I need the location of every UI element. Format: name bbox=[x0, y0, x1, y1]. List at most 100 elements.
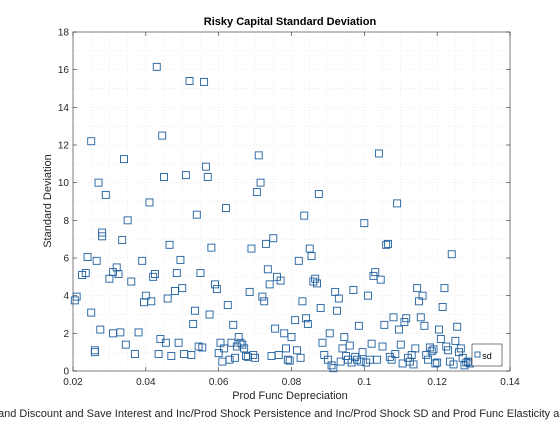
data-point bbox=[87, 308, 96, 317]
data-point bbox=[325, 329, 334, 338]
data-point bbox=[413, 284, 422, 293]
data-point bbox=[229, 320, 238, 329]
data-point bbox=[285, 356, 294, 365]
data-point bbox=[282, 344, 290, 353]
data-point bbox=[294, 256, 303, 265]
data-point bbox=[174, 338, 183, 347]
data-point bbox=[416, 313, 425, 322]
data-point bbox=[212, 285, 221, 294]
data-point bbox=[251, 353, 260, 362]
data-point bbox=[313, 279, 321, 288]
data-point bbox=[360, 219, 369, 228]
data-point bbox=[409, 360, 418, 369]
data-point bbox=[300, 211, 309, 220]
y-tick-label: 14 bbox=[58, 103, 70, 114]
data-point bbox=[116, 328, 125, 337]
data-point bbox=[187, 351, 196, 359]
data-point bbox=[225, 355, 234, 364]
y-tick-label: 10 bbox=[58, 178, 70, 189]
data-point bbox=[394, 325, 403, 334]
y-tick-label: 18 bbox=[58, 28, 70, 39]
data-point bbox=[256, 178, 265, 187]
data-point bbox=[438, 303, 447, 311]
data-point bbox=[376, 275, 385, 284]
data-point bbox=[333, 306, 341, 315]
data-point bbox=[464, 357, 473, 366]
data-point bbox=[240, 344, 249, 353]
data-point bbox=[165, 240, 174, 249]
data-point bbox=[307, 252, 316, 261]
data-point bbox=[221, 204, 230, 213]
bottom-caption: and Discount and Save Interest and Inc/P… bbox=[0, 408, 560, 420]
data-point bbox=[196, 269, 205, 278]
data-point bbox=[121, 340, 130, 349]
y-axis-label: Standard Deviation bbox=[42, 154, 54, 248]
y-tick-label: 2 bbox=[63, 329, 69, 340]
data-point bbox=[435, 325, 443, 334]
y-tick-label: 12 bbox=[58, 141, 70, 152]
data-point bbox=[385, 352, 394, 361]
data-point bbox=[418, 291, 427, 300]
x-tick-label: 0.06 bbox=[209, 377, 229, 388]
x-tick-label: 0.08 bbox=[282, 377, 302, 388]
data-point bbox=[118, 236, 127, 245]
data-point bbox=[334, 294, 343, 303]
y-tick-label: 8 bbox=[63, 216, 69, 227]
data-point bbox=[340, 333, 349, 342]
data-point bbox=[87, 137, 96, 146]
data-points bbox=[70, 62, 474, 373]
data-point bbox=[163, 294, 172, 303]
data-point bbox=[283, 355, 292, 364]
data-point bbox=[150, 270, 159, 278]
data-point bbox=[72, 292, 81, 301]
chart-title: Risky Capital Standard Deviation bbox=[204, 16, 377, 28]
data-point bbox=[447, 250, 456, 259]
data-point bbox=[134, 328, 143, 337]
data-point bbox=[94, 178, 103, 187]
data-point bbox=[123, 216, 132, 225]
data-point bbox=[349, 286, 358, 294]
data-point bbox=[384, 239, 392, 248]
data-point bbox=[429, 345, 438, 354]
data-point bbox=[367, 339, 376, 348]
legend-marker bbox=[474, 351, 481, 358]
data-point bbox=[181, 171, 190, 180]
data-point bbox=[167, 351, 176, 360]
data-point bbox=[316, 303, 325, 312]
data-point bbox=[92, 256, 101, 265]
data-point bbox=[305, 244, 314, 253]
data-point bbox=[391, 350, 400, 358]
data-point bbox=[263, 265, 272, 274]
data-point bbox=[203, 173, 212, 181]
data-point bbox=[453, 322, 462, 331]
data-point bbox=[351, 352, 360, 361]
data-point bbox=[207, 243, 216, 252]
data-point bbox=[303, 319, 312, 328]
data-point bbox=[374, 149, 383, 158]
data-point bbox=[393, 199, 402, 208]
data-point bbox=[411, 344, 420, 353]
data-point bbox=[293, 346, 301, 355]
data-point bbox=[436, 335, 445, 343]
data-point bbox=[382, 240, 391, 249]
data-point bbox=[364, 291, 372, 300]
data-point bbox=[327, 361, 336, 370]
data-point bbox=[433, 358, 442, 367]
data-point bbox=[291, 316, 300, 325]
data-point bbox=[138, 256, 147, 265]
data-point bbox=[158, 131, 167, 140]
data-point bbox=[420, 321, 429, 330]
data-point bbox=[200, 77, 209, 86]
data-point bbox=[302, 314, 311, 323]
data-point bbox=[191, 306, 199, 315]
data-point bbox=[402, 314, 411, 323]
x-axis-label: Prod Func Depreciation bbox=[232, 390, 348, 402]
data-point bbox=[427, 347, 436, 356]
data-point bbox=[145, 198, 154, 207]
data-point bbox=[90, 346, 99, 355]
data-point bbox=[201, 162, 210, 171]
data-point bbox=[161, 338, 170, 347]
y-tick-label: 0 bbox=[63, 367, 69, 378]
